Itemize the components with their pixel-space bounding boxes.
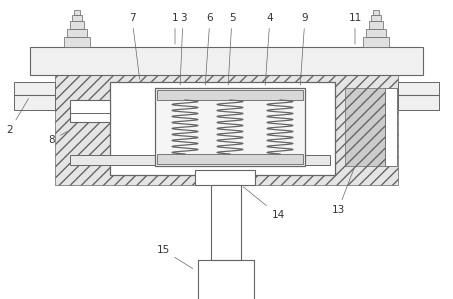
Text: 13: 13 [332,169,354,215]
Text: 8: 8 [48,131,67,145]
Bar [67,29,87,37]
Bar [373,10,379,15]
Bar [371,15,381,21]
Text: 6: 6 [205,13,213,85]
Bar [110,82,335,175]
Bar [70,21,84,29]
Bar [74,10,80,15]
Text: 3: 3 [180,13,186,85]
Text: 11: 11 [348,13,361,44]
Text: 5: 5 [228,13,235,85]
Text: 4: 4 [265,13,273,85]
Bar [157,90,303,100]
Text: 14: 14 [243,187,284,220]
Bar [195,170,255,185]
Bar [211,185,241,260]
Bar [14,95,55,110]
Text: 2: 2 [7,98,29,135]
Text: 1: 1 [172,13,178,44]
Bar [369,21,383,29]
Bar [155,88,305,166]
Bar [363,37,389,47]
Bar [345,88,385,166]
Bar [70,155,330,165]
Bar [30,47,423,75]
Bar [157,154,303,164]
Bar [398,82,439,95]
Bar [366,29,386,37]
Bar [70,100,110,122]
Bar [385,88,397,166]
Bar [398,95,439,110]
Bar [55,75,398,185]
Text: 9: 9 [300,13,308,85]
Bar [64,37,90,47]
Text: 15: 15 [156,245,193,269]
Bar [72,15,82,21]
Bar [14,82,55,95]
Text: 7: 7 [129,13,140,79]
